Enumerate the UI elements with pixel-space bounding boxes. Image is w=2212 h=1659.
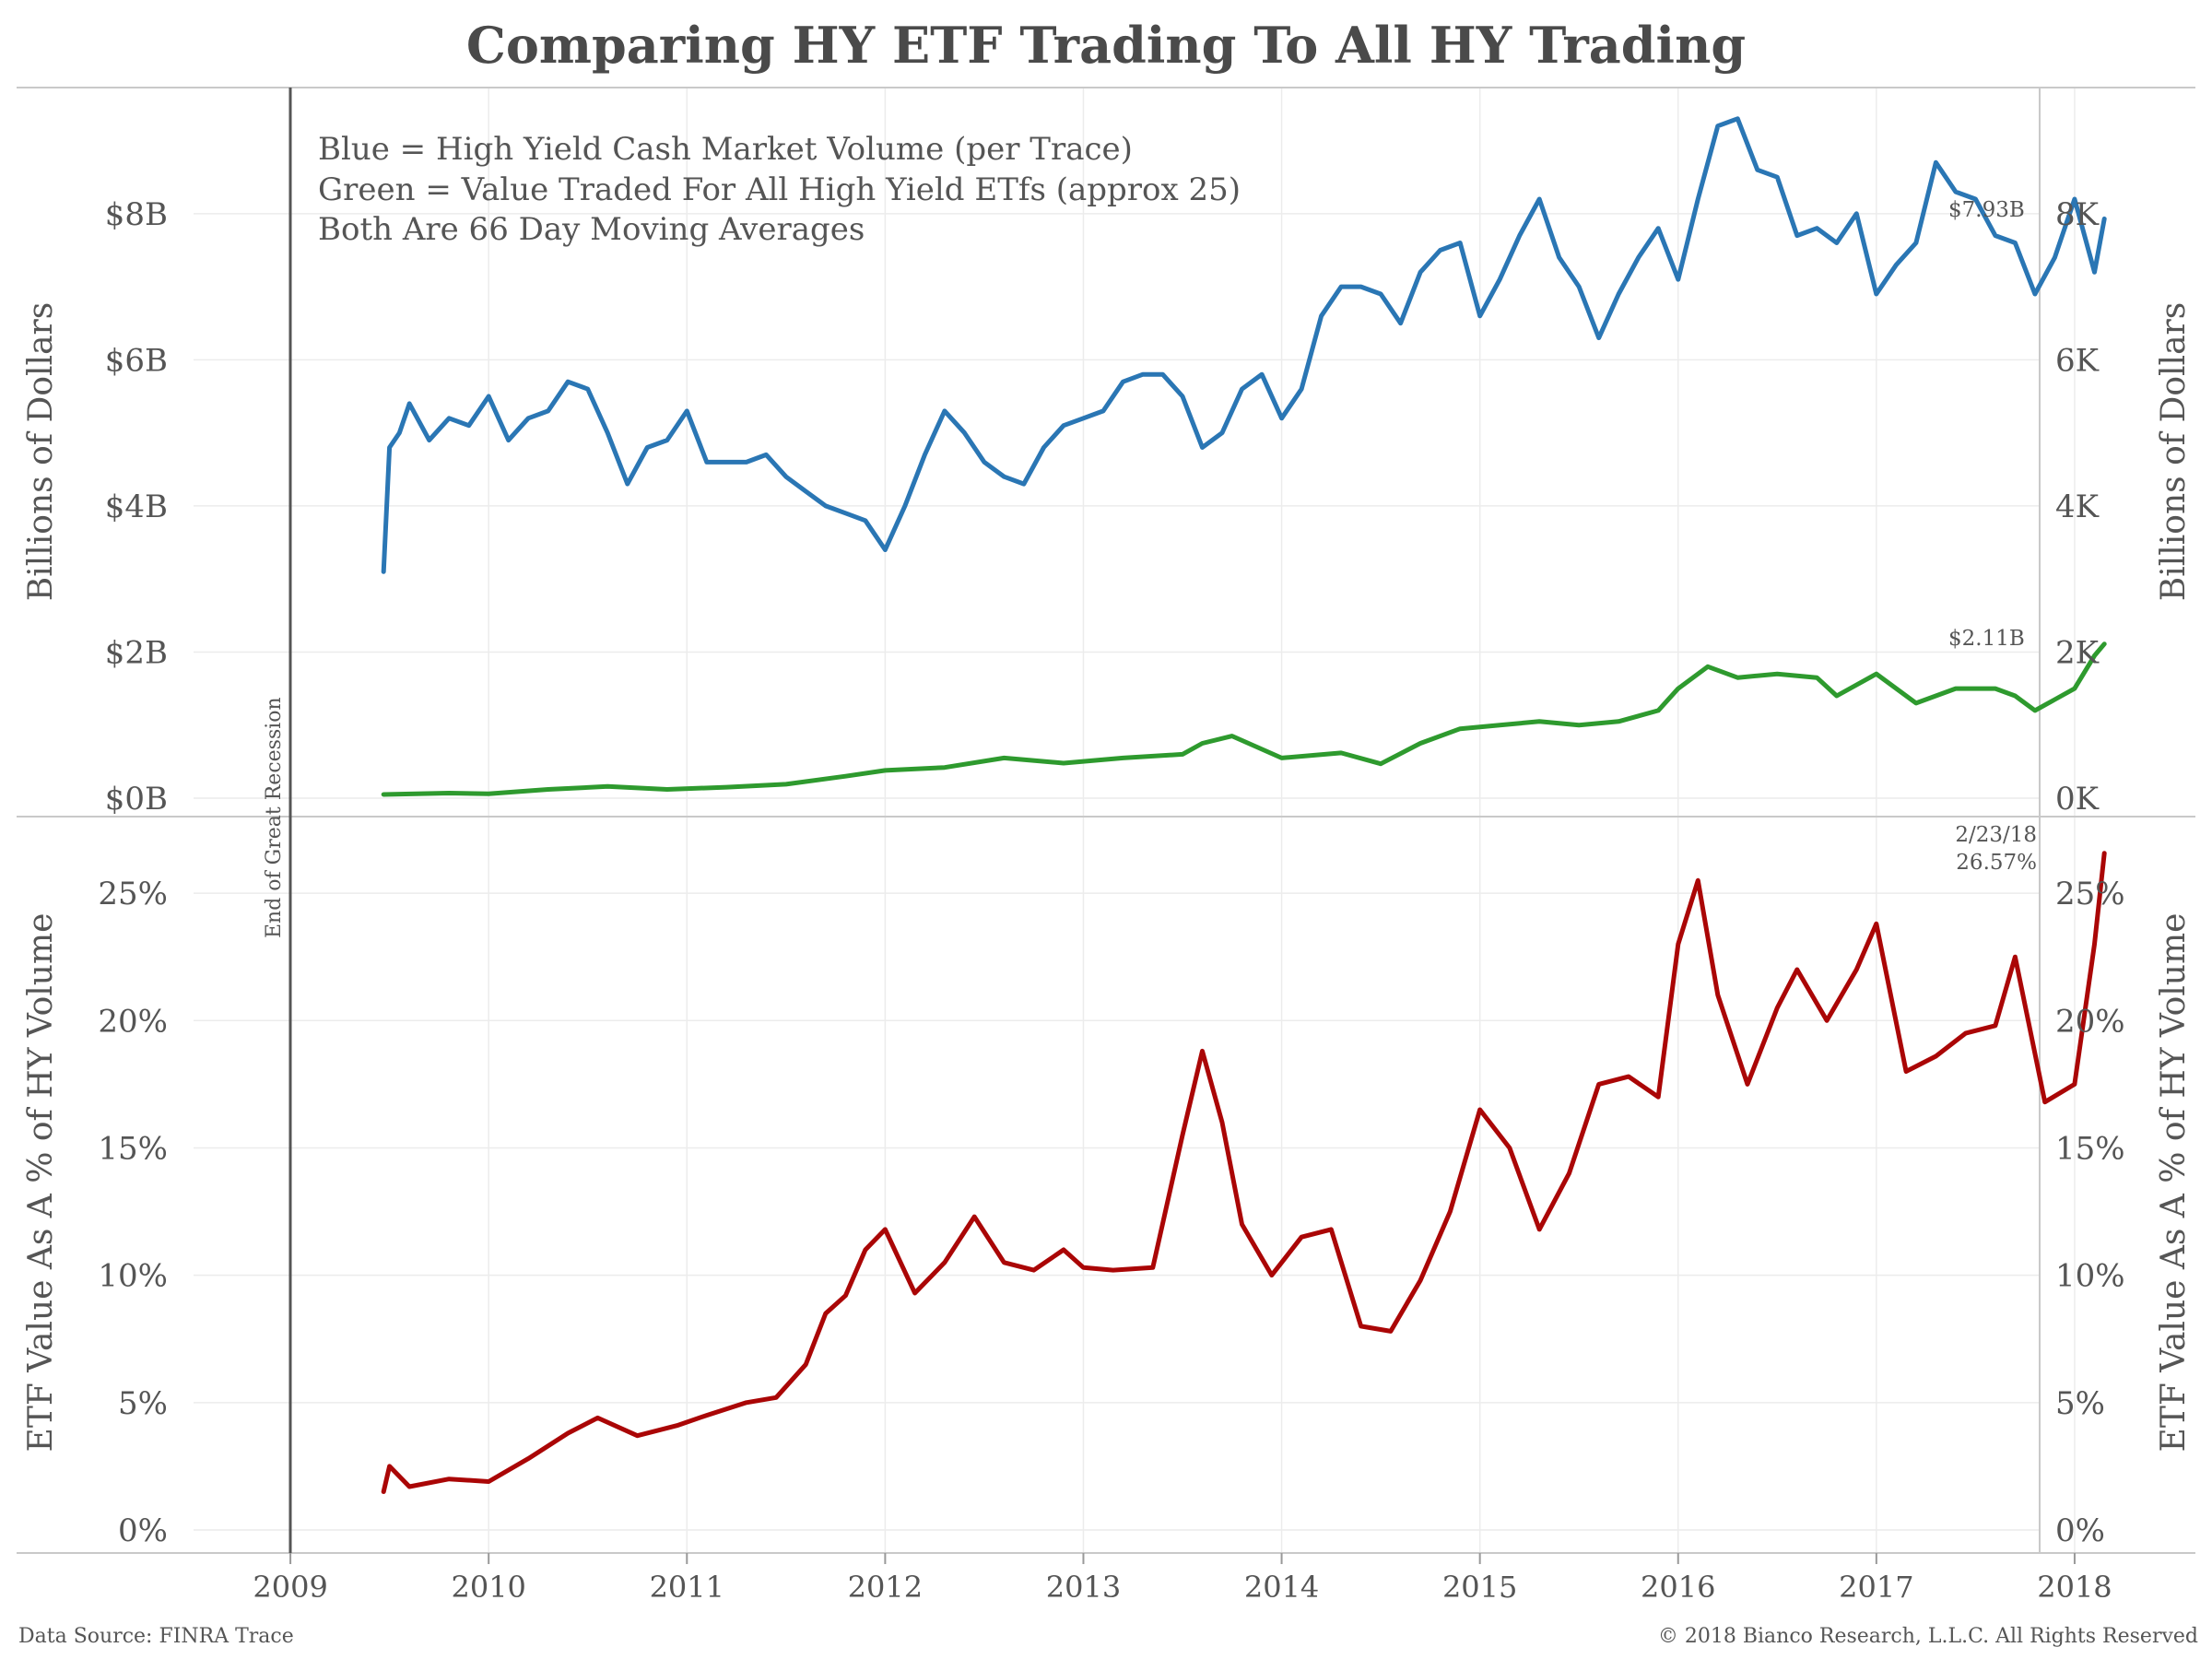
x-tick-label: 2017 <box>1839 1570 1913 1605</box>
x-tick-label: 2016 <box>1641 1570 1715 1605</box>
x-tick-label: 2012 <box>848 1570 923 1605</box>
bottom-y-tick-left: 25% <box>98 876 168 912</box>
top-y-tick-right: 6K <box>2055 342 2100 379</box>
bottom-y-tick-right: 20% <box>2055 1003 2125 1040</box>
chart-title: Comparing HY ETF Trading To All HY Tradi… <box>466 16 1746 75</box>
legend-blue: Blue = High Yield Cash Market Volume (pe… <box>318 131 1133 168</box>
footer-copyright: © 2018 Bianco Research, L.L.C. All Right… <box>1658 1625 2198 1648</box>
blue-last-label: $7.93B <box>1948 198 2025 222</box>
top-y-tick-right: 4K <box>2055 488 2100 525</box>
x-tick-label: 2018 <box>2037 1570 2112 1605</box>
bottom-y-tick-left: 10% <box>98 1258 168 1295</box>
x-tick-label: 2015 <box>1442 1570 1517 1605</box>
hy-cash-volume-line <box>381 116 2107 574</box>
bottom-y-tick-left: 5% <box>118 1385 168 1422</box>
x-tick-label: 2009 <box>253 1570 327 1605</box>
bottom-y-tick-right: 5% <box>2055 1385 2105 1422</box>
top-right-axis-title: Billions of Dollars <box>2155 302 2193 601</box>
ticks-layer: 2009 2010 2011 2012 2013 2014 2015 2016 2017 2018… <box>98 196 2124 1605</box>
top-y-tick-left: $8B <box>105 196 168 233</box>
top-y-tick-left: $4B <box>105 488 168 525</box>
bottom-left-axis-title: ETF Value As A % of HY Volume <box>22 913 60 1453</box>
red-last-date: 2/23/18 <box>1955 823 2037 847</box>
hy-etf-value-line <box>381 641 2107 797</box>
bottom-y-tick-left: 15% <box>98 1130 168 1167</box>
recession-label: End of Great Recession <box>263 697 286 938</box>
legend-note: Both Are 66 Day Moving Averages <box>318 211 865 248</box>
x-tick-label: 2014 <box>1244 1570 1319 1605</box>
top-y-tick-left: $0B <box>105 781 168 818</box>
footer-source: Data Source: FINRA Trace <box>18 1625 294 1648</box>
bottom-y-tick-right: 10% <box>2055 1258 2125 1295</box>
top-y-tick-right: 0K <box>2055 781 2100 818</box>
grid-layer <box>194 88 2076 1553</box>
green-last-label: $2.11B <box>1948 627 2025 651</box>
top-y-tick-left: $6B <box>105 342 168 379</box>
bottom-y-tick-right: 15% <box>2055 1130 2125 1167</box>
bottom-y-tick-left: 20% <box>98 1003 168 1040</box>
bottom-y-tick-left: 0% <box>118 1512 168 1549</box>
red-last-value: 26.57% <box>1956 851 2037 875</box>
bottom-y-tick-right: 0% <box>2055 1512 2105 1549</box>
top-y-tick-left: $2B <box>105 634 168 671</box>
top-y-tick-right: 2K <box>2055 634 2100 671</box>
bottom-y-tick-right: 25% <box>2055 876 2125 912</box>
top-left-axis-title: Billions of Dollars <box>22 302 60 601</box>
top-y-tick-right: 8K <box>2055 196 2100 233</box>
marks-layer <box>381 116 2107 1494</box>
x-tick-label: 2011 <box>650 1570 724 1605</box>
legend-green: Green = Value Traded For All High Yield … <box>318 171 1241 208</box>
etf-share-line <box>381 851 2107 1494</box>
bottom-right-axis-title: ETF Value As A % of HY Volume <box>2155 913 2193 1453</box>
x-tick-label: 2010 <box>451 1570 525 1605</box>
x-tick-label: 2013 <box>1046 1570 1121 1605</box>
